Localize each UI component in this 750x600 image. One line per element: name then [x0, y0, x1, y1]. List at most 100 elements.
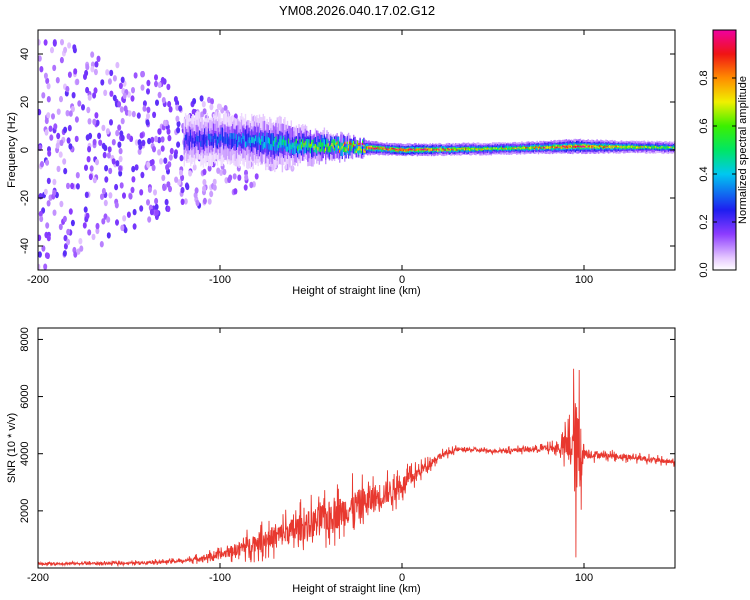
spectral-cell	[351, 144, 354, 148]
spectral-cell	[68, 208, 73, 215]
spectral-cell	[383, 148, 385, 150]
spectral-cell	[502, 147, 504, 149]
spectral-cell	[488, 147, 490, 150]
spectral-cell	[224, 138, 226, 145]
spectral-cell	[452, 147, 454, 151]
spectral-cell	[120, 76, 125, 84]
spectral-cell	[372, 147, 374, 149]
spectral-cell	[619, 146, 621, 148]
spectral-cell	[648, 146, 650, 149]
spectral-cell	[628, 145, 630, 148]
spectral-cell	[666, 146, 668, 148]
spectral-cell	[433, 148, 435, 151]
spectral-cell	[188, 170, 193, 177]
spectral-cell	[602, 146, 605, 149]
spectral-cell	[335, 142, 337, 154]
spectral-cell	[667, 146, 670, 150]
spectral-cell	[140, 171, 145, 179]
spectral-cell	[115, 129, 120, 137]
spectral-cell	[493, 147, 495, 149]
spectral-cell	[313, 146, 315, 150]
spectral-cell	[381, 147, 383, 149]
spectral-cell	[339, 149, 341, 153]
spectral-cell	[484, 147, 486, 150]
spectral-cell	[50, 46, 54, 54]
spectral-cell	[48, 125, 53, 132]
spectral-cell	[600, 145, 602, 147]
spectral-cell	[438, 149, 440, 151]
spectral-cell	[568, 145, 570, 147]
spectral-cell	[117, 101, 122, 108]
spectral-cell	[489, 148, 491, 150]
spectral-cell	[177, 179, 182, 186]
spectral-cell	[118, 165, 123, 172]
spectral-cell	[406, 149, 408, 151]
spectral-cell	[90, 66, 95, 73]
spectral-cell	[633, 146, 635, 150]
spectral-cell	[453, 147, 456, 151]
spectral-cell	[253, 138, 256, 145]
spectral-cell	[476, 148, 478, 151]
x-tick-label: 100	[575, 572, 593, 584]
spectral-cell	[318, 142, 320, 146]
spectral-cell	[555, 144, 557, 149]
spectral-cell	[418, 148, 420, 150]
spectral-cell	[630, 146, 633, 148]
spectral-cell	[133, 72, 138, 79]
spectral-cell	[211, 139, 213, 146]
spectral-cell	[260, 140, 262, 153]
spectral-cell	[76, 248, 81, 255]
spectral-cell	[621, 146, 624, 148]
spectral-cell	[206, 139, 208, 146]
spectral-cell	[96, 55, 101, 62]
spectral-cell	[99, 241, 104, 248]
spectral-cell	[646, 146, 648, 148]
x-tick-label: -200	[27, 274, 49, 286]
spectral-cell	[470, 148, 472, 152]
spectral-cell	[356, 148, 359, 151]
spectral-cell	[358, 143, 360, 145]
spectral-cell	[455, 148, 457, 151]
spectral-cell	[416, 149, 419, 151]
spectral-cell	[161, 174, 166, 182]
spectral-cell	[312, 139, 314, 144]
spectral-cell	[429, 149, 431, 151]
spectral-cell	[212, 136, 215, 142]
spectral-cell	[382, 146, 384, 150]
spectral-cell	[356, 140, 359, 145]
spectral-cell	[183, 141, 185, 147]
spectral-cell	[328, 147, 331, 151]
spectral-cell	[360, 148, 363, 151]
spectral-cell	[218, 103, 222, 111]
spectral-cell	[233, 188, 238, 195]
spectral-cell	[649, 147, 652, 149]
spectral-cell	[147, 137, 152, 145]
spectral-cell	[247, 140, 249, 146]
spectral-cell	[173, 96, 178, 103]
spectral-cell	[495, 147, 498, 149]
spectral-cell	[258, 137, 261, 144]
spectral-cell	[641, 146, 643, 148]
spectral-cell	[56, 165, 61, 173]
spectral-cell	[85, 63, 90, 71]
spectral-cell	[176, 120, 181, 128]
spectral-cell	[663, 147, 666, 149]
spectral-cell	[109, 69, 114, 77]
spectral-cell	[460, 148, 462, 150]
spectral-cell	[393, 148, 396, 150]
spectral-cell	[118, 82, 123, 90]
spectral-cell	[355, 150, 357, 153]
spectral-cell	[319, 140, 322, 155]
spectral-cell	[321, 147, 323, 152]
spectral-cell	[638, 146, 640, 149]
spectral-cell	[565, 145, 568, 148]
spectral-cell	[166, 181, 171, 188]
spectral-cell	[342, 143, 345, 147]
spectral-cell	[233, 133, 235, 139]
spectral-cell	[87, 229, 92, 236]
spectral-cell	[280, 140, 282, 147]
spectral-cell	[632, 146, 634, 148]
spectral-cell	[564, 146, 566, 149]
spectral-cell	[384, 147, 387, 151]
spectral-cell	[359, 142, 361, 145]
